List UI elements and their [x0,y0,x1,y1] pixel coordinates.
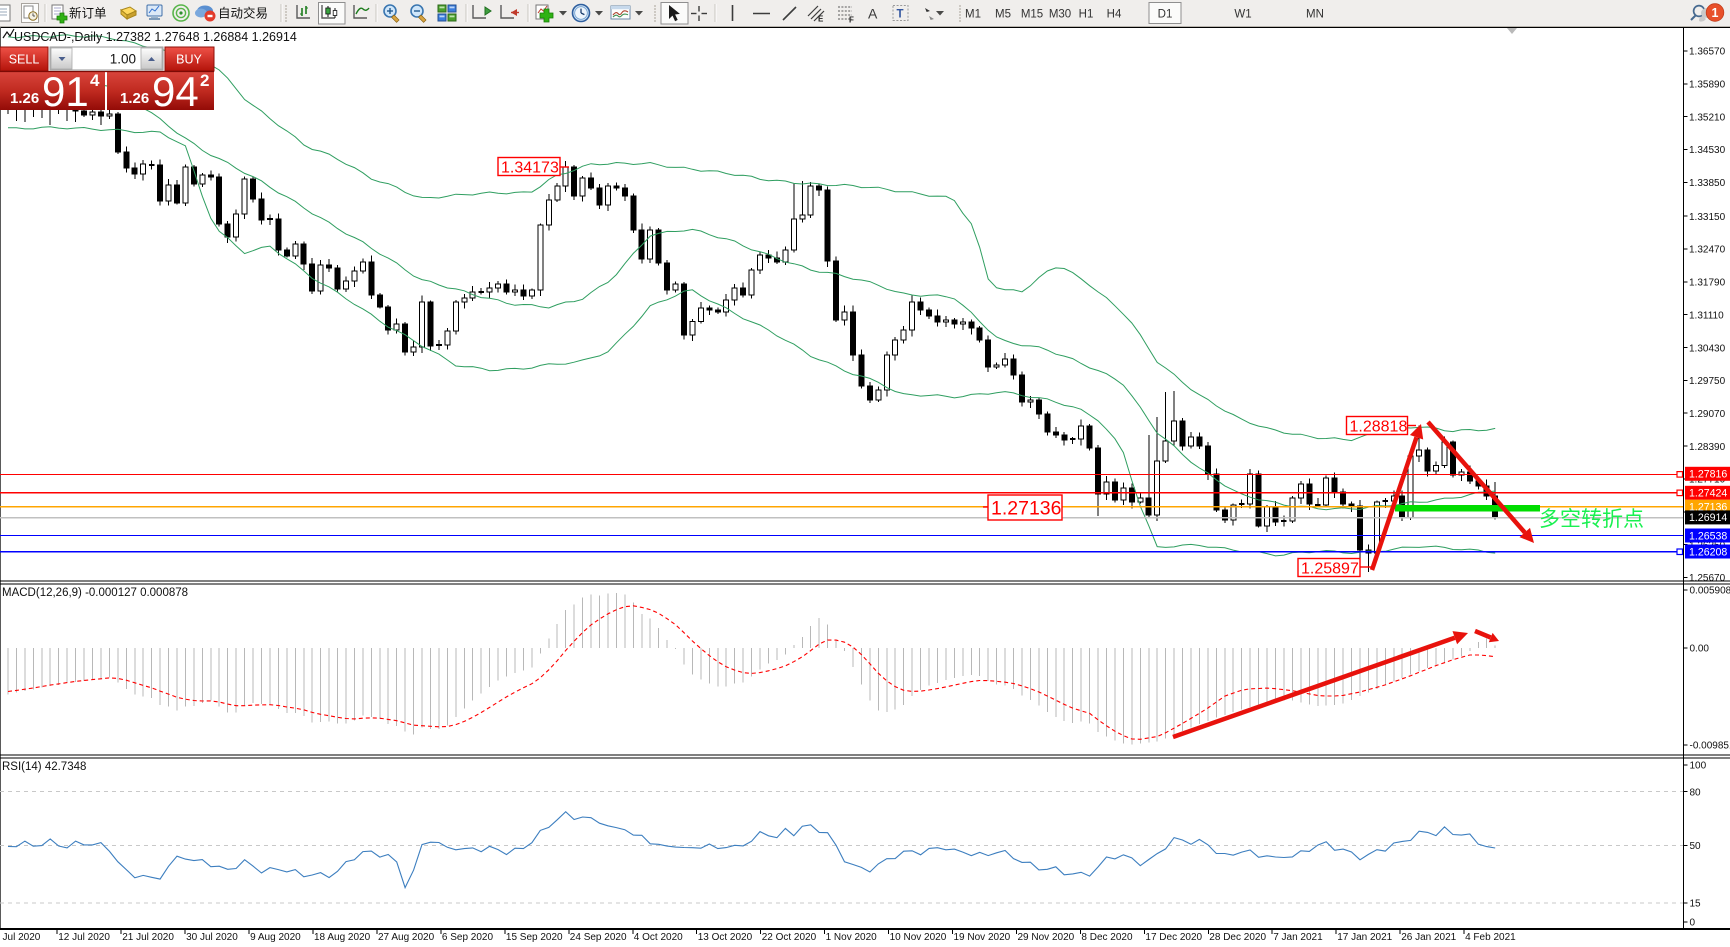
svg-text:19 Nov 2020: 19 Nov 2020 [954,932,1011,943]
svg-text:MN: MN [1306,9,1324,21]
svg-text:29 Nov 2020: 29 Nov 2020 [1018,932,1075,943]
svg-text:MACD(12,26,9) -0.000127 0.0008: MACD(12,26,9) -0.000127 0.000878 [2,587,188,599]
svg-text:1.26208: 1.26208 [1689,546,1727,558]
svg-text:12 Jul 2020: 12 Jul 2020 [58,932,110,943]
svg-text:新订单: 新订单 [69,6,107,21]
svg-text:50: 50 [1690,841,1702,852]
svg-text:28 Dec 2020: 28 Dec 2020 [1209,932,1266,943]
svg-text:1.26: 1.26 [120,90,149,107]
svg-text:17 Dec 2020: 17 Dec 2020 [1145,932,1202,943]
svg-text:5 Jul 2020: 5 Jul 2020 [0,932,41,943]
svg-text:H4: H4 [1107,9,1122,21]
svg-text:自动交易: 自动交易 [218,6,268,21]
svg-text:1.27816: 1.27816 [1689,469,1727,481]
svg-text:1.33150: 1.33150 [1689,212,1726,223]
svg-text:D1: D1 [1158,9,1173,21]
svg-text:0.005908: 0.005908 [1690,586,1730,597]
svg-text:1: 1 [1712,6,1719,20]
svg-text:SELL: SELL [9,53,40,67]
svg-text:7 Jan 2021: 7 Jan 2021 [1273,932,1323,943]
svg-text:RSI(14) 42.7348: RSI(14) 42.7348 [2,761,86,773]
svg-text:E: E [818,15,824,24]
svg-text:1 Nov 2020: 1 Nov 2020 [826,932,878,943]
svg-text:4: 4 [90,71,100,90]
svg-text:15: 15 [1690,899,1702,910]
svg-text:F: F [849,16,854,25]
svg-text:17 Jan 2021: 17 Jan 2021 [1337,932,1392,943]
svg-text:91: 91 [42,68,89,115]
svg-text:1.29070: 1.29070 [1689,409,1726,420]
svg-text:4 Feb 2021: 4 Feb 2021 [1465,932,1516,943]
svg-text:26 Jan 2021: 26 Jan 2021 [1401,932,1456,943]
svg-text:BUY: BUY [176,53,202,67]
svg-text:1.30430: 1.30430 [1689,343,1726,354]
svg-text:10 Nov 2020: 10 Nov 2020 [890,932,947,943]
svg-text:多空转折点: 多空转折点 [1539,508,1644,531]
svg-text:1.00: 1.00 [110,52,136,67]
svg-text:100: 100 [1690,761,1707,772]
svg-text:13 Oct 2020: 13 Oct 2020 [698,932,753,943]
svg-text:1.27136: 1.27136 [991,498,1062,520]
svg-text:1.33850: 1.33850 [1689,178,1726,189]
svg-text:1.26914: 1.26914 [1689,512,1727,524]
svg-text:22 Oct 2020: 22 Oct 2020 [762,932,817,943]
svg-text:8 Dec 2020: 8 Dec 2020 [1081,932,1133,943]
svg-text:1.28818: 1.28818 [1350,418,1408,435]
svg-text:1.31790: 1.31790 [1689,278,1726,289]
svg-text:0: 0 [1690,918,1696,929]
svg-text:M1: M1 [965,9,981,21]
svg-text:9 Aug 2020: 9 Aug 2020 [250,932,301,943]
svg-text:H1: H1 [1079,9,1094,21]
svg-text:1.25897: 1.25897 [1301,560,1359,577]
svg-text:W1: W1 [1234,9,1251,21]
svg-text:94: 94 [152,68,199,115]
svg-text:1.26: 1.26 [10,90,39,107]
svg-text:6 Sep 2020: 6 Sep 2020 [442,932,494,943]
svg-text:T: T [897,9,904,21]
svg-text:1.34530: 1.34530 [1689,145,1726,156]
svg-text:80: 80 [1690,787,1702,798]
svg-text:15 Sep 2020: 15 Sep 2020 [506,932,563,943]
svg-text:1.27424: 1.27424 [1689,488,1727,500]
svg-text:24 Sep 2020: 24 Sep 2020 [570,932,627,943]
svg-text:1.26538: 1.26538 [1689,530,1727,542]
svg-text:1.32470: 1.32470 [1689,245,1726,256]
svg-text:4 Oct 2020: 4 Oct 2020 [634,932,683,943]
svg-text:2: 2 [200,71,209,90]
svg-text:30 Jul 2020: 30 Jul 2020 [186,932,238,943]
svg-text:1.29750: 1.29750 [1689,376,1726,387]
svg-text:1.31110: 1.31110 [1689,310,1724,321]
svg-text:0.00: 0.00 [1690,644,1710,655]
svg-text:1.34173: 1.34173 [501,159,559,176]
svg-text:USDCAD-,Daily 1.27382 1.27648: USDCAD-,Daily 1.27382 1.27648 1.26884 1.… [14,30,297,44]
svg-text:M15: M15 [1021,9,1043,21]
svg-text:21 Jul 2020: 21 Jul 2020 [122,932,174,943]
svg-text:18 Aug 2020: 18 Aug 2020 [314,932,371,943]
svg-text:1.36570: 1.36570 [1689,47,1726,58]
svg-text:1.28390: 1.28390 [1689,442,1726,453]
svg-text:M30: M30 [1049,9,1071,21]
svg-text:1.35210: 1.35210 [1689,112,1726,123]
svg-text:1.25670: 1.25670 [1689,573,1726,584]
svg-text:M5: M5 [995,9,1011,21]
svg-text:1.35890: 1.35890 [1689,80,1726,91]
svg-text:A: A [868,6,878,22]
svg-text:27 Aug 2020: 27 Aug 2020 [378,932,435,943]
